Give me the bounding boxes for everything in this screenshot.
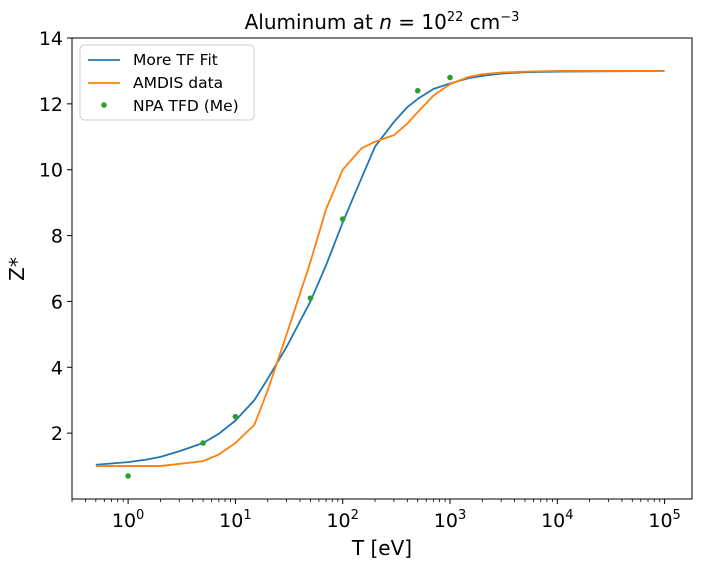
series-line-0 xyxy=(95,70,665,466)
y-axis-label: Z* xyxy=(5,257,29,281)
x-tick-label: 102 xyxy=(326,508,358,532)
series-point-2 xyxy=(447,74,453,81)
legend-swatch-npa-tfd xyxy=(101,102,107,108)
y-tick-label: 12 xyxy=(39,94,63,116)
y-tick-label: 10 xyxy=(39,160,63,182)
plot-frame xyxy=(71,37,693,500)
legend-label-amdis-data: AMDIS data xyxy=(133,74,223,92)
y-tick-label: 6 xyxy=(51,291,63,313)
series-line-1 xyxy=(95,70,665,467)
x-tick-label: 100 xyxy=(112,508,144,532)
series-point-2 xyxy=(307,295,314,301)
y-tick-label: 4 xyxy=(51,357,63,379)
x-tick-label: 105 xyxy=(648,508,680,532)
legend-label-npa-tfd: NPA TFD (Me) xyxy=(133,97,239,115)
series-layer xyxy=(95,70,665,479)
legend: More TF Fit AMDIS data NPA TFD (Me) xyxy=(79,44,255,121)
series-point-2 xyxy=(414,87,421,94)
legend-box xyxy=(79,44,255,121)
y-tick-label: 2 xyxy=(51,423,63,445)
y-tick-label: 14 xyxy=(39,28,63,50)
x-tick-label: 103 xyxy=(434,508,466,532)
chart-title: Aluminum at n = 1022 cm−3 xyxy=(245,10,520,34)
legend-label-more-tf-fit: More TF Fit xyxy=(133,51,218,69)
axes-layer: 2 4 6 8 10 12 14 100 101 102 103 104 105 xyxy=(39,28,681,532)
x-axis-label: T [eV] xyxy=(351,536,412,560)
x-tick-label: 104 xyxy=(541,508,573,532)
series-point-2 xyxy=(125,473,131,479)
series-point-2 xyxy=(232,413,239,420)
x-tick-label: 101 xyxy=(219,508,251,532)
series-point-2 xyxy=(339,216,346,222)
y-tick-label: 8 xyxy=(51,226,63,248)
series-point-2 xyxy=(200,440,206,446)
